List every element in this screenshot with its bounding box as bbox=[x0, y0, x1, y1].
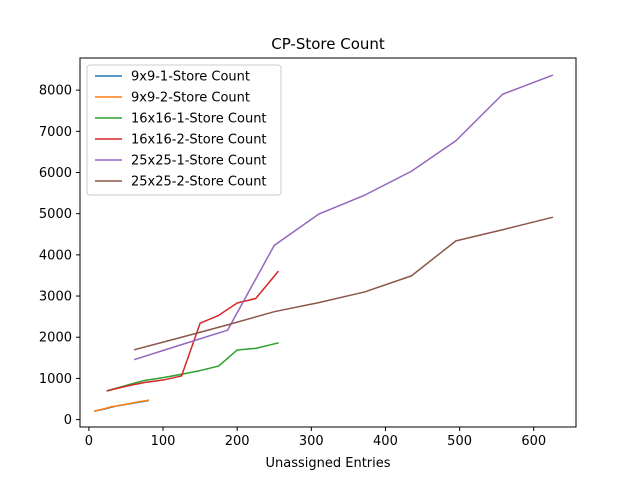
legend-box bbox=[86, 64, 282, 196]
x-axis-title: Unassigned Entries bbox=[265, 456, 390, 471]
legend-label-0: 9x9-1-Store Count bbox=[131, 70, 250, 85]
x-tick-label: 500 bbox=[447, 434, 472, 449]
x-tick-label: 300 bbox=[299, 434, 324, 449]
y-tick-label: 0 bbox=[64, 413, 72, 428]
series-line-1 bbox=[93, 399, 150, 412]
x-tick-label: 400 bbox=[373, 434, 398, 449]
x-axis: 0 100 200 300 400 500 600 bbox=[85, 427, 546, 449]
y-tick-label: 8000 bbox=[39, 84, 72, 99]
y-tick-label: 5000 bbox=[39, 207, 72, 222]
legend-label-5: 25x25-2-Store Count bbox=[131, 175, 267, 190]
series-line-3 bbox=[106, 270, 280, 392]
x-tick-label: 0 bbox=[85, 434, 93, 449]
y-tick-label: 6000 bbox=[39, 166, 72, 181]
x-tick-label: 100 bbox=[151, 434, 176, 449]
y-tick-label: 2000 bbox=[39, 331, 72, 346]
x-tick-label: 200 bbox=[225, 434, 250, 449]
y-axis: 0 1000 2000 3000 4000 5000 6000 7000 8000 bbox=[39, 84, 80, 428]
series-line-4 bbox=[133, 74, 554, 361]
y-tick-label: 3000 bbox=[39, 290, 72, 305]
chart-title: CP-Store Count bbox=[271, 35, 385, 53]
series-layer bbox=[93, 74, 554, 412]
series-line-2 bbox=[106, 342, 279, 392]
legend-label-2: 16x16-1-Store Count bbox=[131, 112, 267, 127]
legend-label-1: 9x9-2-Store Count bbox=[131, 91, 250, 106]
plot-frame bbox=[79, 57, 577, 428]
y-tick-label: 7000 bbox=[39, 125, 72, 140]
series-line-5 bbox=[133, 216, 554, 351]
legend-label-4: 25x25-1-Store Count bbox=[131, 154, 267, 169]
legend-label-3: 16x16-2-Store Count bbox=[131, 133, 267, 148]
y-tick-label: 4000 bbox=[39, 248, 72, 263]
legend: 9x9-1-Store Count 9x9-2-Store Count 16x16-… bbox=[86, 64, 282, 196]
y-tick-label: 1000 bbox=[39, 372, 72, 387]
x-tick-label: 600 bbox=[521, 434, 546, 449]
